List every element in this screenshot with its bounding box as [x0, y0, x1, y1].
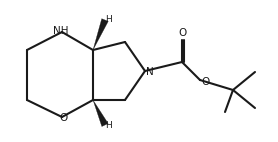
Polygon shape [93, 100, 108, 127]
Text: H: H [106, 122, 112, 130]
Text: NH: NH [53, 26, 69, 36]
Text: O: O [202, 77, 210, 87]
Text: H: H [106, 14, 112, 23]
Text: N: N [146, 67, 154, 77]
Text: O: O [59, 113, 67, 123]
Polygon shape [93, 19, 108, 50]
Text: O: O [179, 28, 187, 38]
